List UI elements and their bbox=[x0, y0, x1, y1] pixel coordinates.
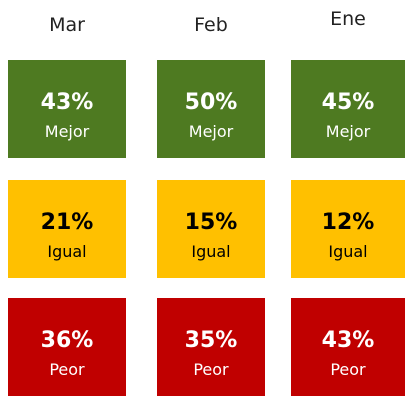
tile-label: Mejor bbox=[189, 122, 234, 141]
tile-label: Mejor bbox=[326, 122, 371, 141]
tile-label: Igual bbox=[47, 242, 86, 261]
tile-percent: 43% bbox=[322, 328, 375, 353]
tile bbox=[291, 298, 405, 396]
tile bbox=[291, 180, 405, 278]
tile-label: Peor bbox=[49, 360, 85, 379]
tile-percent: 50% bbox=[185, 90, 238, 115]
month-header: Ene bbox=[330, 8, 366, 30]
tile-percent: 43% bbox=[41, 90, 94, 115]
tile bbox=[291, 60, 405, 158]
tile-percent: 36% bbox=[41, 328, 94, 353]
tile-label: Mejor bbox=[45, 122, 90, 141]
tile-percent: 21% bbox=[41, 210, 94, 235]
tile-percent: 35% bbox=[185, 328, 238, 353]
tile-label: Igual bbox=[191, 242, 230, 261]
tile bbox=[8, 298, 126, 396]
tile bbox=[157, 180, 265, 278]
tile-label: Peor bbox=[330, 360, 366, 379]
month-header: Mar bbox=[49, 14, 85, 36]
tile bbox=[157, 60, 265, 158]
tile-percent: 15% bbox=[185, 210, 238, 235]
month-header: Feb bbox=[194, 14, 228, 36]
tile-percent: 12% bbox=[322, 210, 375, 235]
tile bbox=[157, 298, 265, 396]
tile-percent: 45% bbox=[322, 90, 375, 115]
tile bbox=[8, 60, 126, 158]
tile-label: Igual bbox=[328, 242, 367, 261]
tile-label: Peor bbox=[193, 360, 229, 379]
tile bbox=[8, 180, 126, 278]
